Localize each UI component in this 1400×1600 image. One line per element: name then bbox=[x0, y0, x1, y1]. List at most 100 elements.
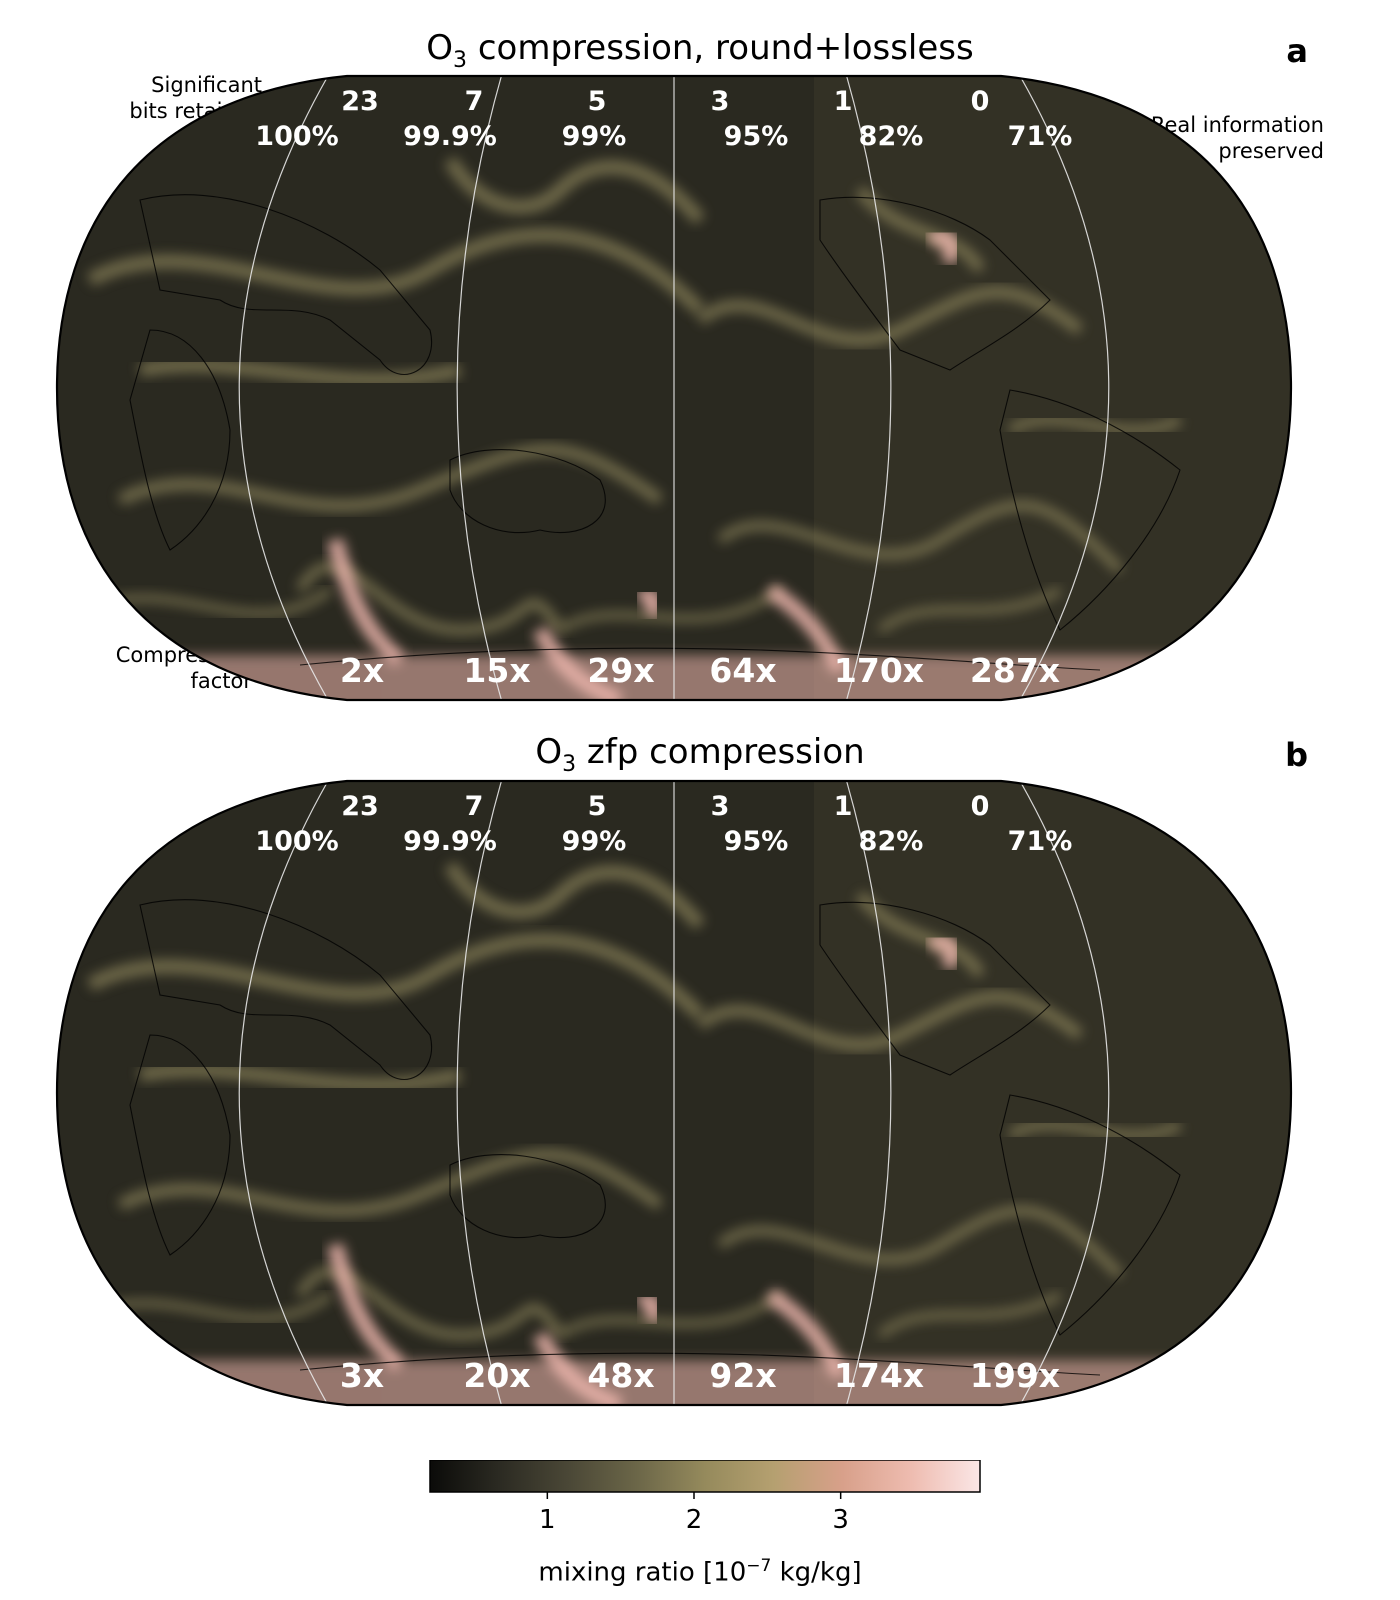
compression-factor-label: 92x bbox=[709, 1356, 776, 1395]
coastline bbox=[139, 899, 433, 1080]
information-preserved-label: 99% bbox=[562, 121, 627, 152]
colorbar-tick-label: 3 bbox=[832, 1505, 849, 1535]
significant-bits-label: 5 bbox=[588, 791, 607, 822]
information-preserved-label: 100% bbox=[255, 121, 338, 152]
ozone-filament bbox=[557, 586, 783, 634]
real-information-annotation-line: Real information bbox=[1150, 113, 1324, 137]
compression-factor-label: 170x bbox=[834, 651, 924, 690]
map-outline bbox=[55, 779, 1293, 1407]
significant-bits-label: 3 bbox=[711, 86, 730, 117]
ozone-bright-filament bbox=[926, 229, 961, 267]
ozone-filament bbox=[557, 1291, 783, 1339]
ozone-filament bbox=[138, 1063, 462, 1092]
information-preserved-label: 71% bbox=[1008, 826, 1073, 857]
panel-b-letter: b bbox=[1285, 736, 1308, 774]
compression-factor-label: 48x bbox=[587, 1356, 654, 1395]
compression-factor-label: 287x bbox=[970, 651, 1060, 690]
significant-bits-label: 23 bbox=[341, 791, 379, 822]
ozone-filament bbox=[696, 286, 1084, 346]
coastline bbox=[139, 194, 433, 375]
information-preserved-label: 99.9% bbox=[403, 826, 497, 857]
significant-bits-label: 23 bbox=[341, 86, 379, 117]
ozone-bright-filament bbox=[926, 934, 961, 972]
compression-factor-label: 29x bbox=[587, 651, 654, 690]
compression-factor-label: 174x bbox=[834, 1356, 924, 1395]
colorbar-label: mixing ratio [10−7 kg/kg] bbox=[538, 1556, 862, 1588]
ozone-filament bbox=[1007, 1120, 1183, 1140]
coastline bbox=[999, 1094, 1181, 1336]
ozone-filament bbox=[86, 228, 705, 315]
map-field bbox=[57, 781, 1291, 1405]
information-preserved-label: 95% bbox=[724, 121, 789, 152]
significant-bits-label: 3 bbox=[711, 791, 730, 822]
ozone-filament bbox=[117, 444, 664, 512]
real-information-annotation: Real information preserved bbox=[1140, 112, 1324, 164]
map-outline bbox=[55, 74, 1293, 702]
significant-bits-label: 0 bbox=[971, 791, 990, 822]
colorbar-tick-label: 1 bbox=[539, 1505, 556, 1535]
meridian-gridline bbox=[846, 76, 892, 700]
panel-a-title: O3 compression, round+lossless bbox=[426, 28, 974, 73]
significant-bits-label: 1 bbox=[834, 86, 853, 117]
coastline bbox=[449, 449, 606, 534]
information-preserved-label: 99.9% bbox=[403, 121, 497, 152]
significant-bits-label: 7 bbox=[465, 791, 484, 822]
significant-bits-annotation-line: Significant bbox=[151, 73, 262, 97]
significant-bits-label: 5 bbox=[588, 86, 607, 117]
panel-b-map: 23 7 5 3 1 0 100% 99.9% 99% 95% 82% 71% 3x 20x 48x 92x 1… bbox=[55, 779, 1293, 1407]
significant-bits-label: 0 bbox=[971, 86, 990, 117]
compression-factor-label: 2x bbox=[340, 651, 384, 690]
information-preserved-label: 82% bbox=[859, 826, 924, 857]
real-information-annotation-line: preserved bbox=[1218, 139, 1324, 163]
meridian-gridline bbox=[238, 76, 329, 700]
coastline bbox=[449, 1154, 606, 1239]
coastline bbox=[999, 389, 1181, 631]
panel-a-letter: a bbox=[1286, 32, 1308, 70]
colorbar-tick-label: 2 bbox=[686, 1505, 703, 1535]
ozone-filament bbox=[443, 156, 706, 225]
ozone-filament bbox=[716, 1205, 1124, 1279]
ozone-filament bbox=[117, 1149, 664, 1217]
coastline bbox=[129, 1034, 231, 1256]
meridian-gridline bbox=[238, 781, 329, 1405]
compression-factor-label: 20x bbox=[463, 1356, 530, 1395]
information-preserved-label: 99% bbox=[562, 826, 627, 857]
map-field bbox=[57, 76, 1291, 700]
ozone-filament bbox=[877, 1291, 1062, 1339]
significant-bits-label: 7 bbox=[465, 86, 484, 117]
panel-b-title: O3 zfp compression bbox=[535, 732, 865, 777]
coastline bbox=[129, 329, 231, 551]
panel-a-map: 23 7 5 3 1 0 100% 99.9% 99% 95% 82% 71% 2x 15x 29x 64x 1… bbox=[55, 74, 1293, 702]
ozone-bright-filament bbox=[634, 1293, 663, 1325]
ozone-filament bbox=[443, 861, 706, 930]
ozone-bright-filament bbox=[634, 588, 663, 620]
coastline bbox=[819, 901, 1051, 1076]
coastline bbox=[299, 1352, 1101, 1376]
ozone-filament bbox=[86, 933, 705, 1020]
colorbar-gradient bbox=[429, 1460, 981, 1493]
ozone-filament bbox=[138, 358, 462, 387]
information-preserved-label: 71% bbox=[1008, 121, 1073, 152]
ozone-filament bbox=[1007, 415, 1183, 435]
meridian-gridline bbox=[1019, 76, 1110, 700]
compression-factor-label: 64x bbox=[709, 651, 776, 690]
ozone-filament bbox=[877, 586, 1062, 634]
significant-bits-label: 1 bbox=[834, 791, 853, 822]
compression-factor-label: 199x bbox=[970, 1356, 1060, 1395]
ozone-bright-filament bbox=[327, 1243, 406, 1372]
ozone-bright-filament bbox=[327, 538, 406, 667]
ozone-filament bbox=[696, 991, 1084, 1051]
information-preserved-label: 82% bbox=[859, 121, 924, 152]
coastline bbox=[299, 647, 1101, 671]
meridian-gridline bbox=[456, 76, 502, 700]
coastline bbox=[819, 196, 1051, 371]
compression-factor-label: 3x bbox=[340, 1356, 384, 1395]
meridian-gridline bbox=[456, 781, 502, 1405]
meridian-gridline bbox=[1019, 781, 1110, 1405]
ozone-filament bbox=[716, 500, 1124, 574]
information-preserved-label: 95% bbox=[724, 826, 789, 857]
colorbar: 1 2 3 bbox=[429, 1460, 981, 1535]
information-preserved-label: 100% bbox=[255, 826, 338, 857]
meridian-gridline bbox=[846, 781, 892, 1405]
compression-factor-label: 15x bbox=[463, 651, 530, 690]
